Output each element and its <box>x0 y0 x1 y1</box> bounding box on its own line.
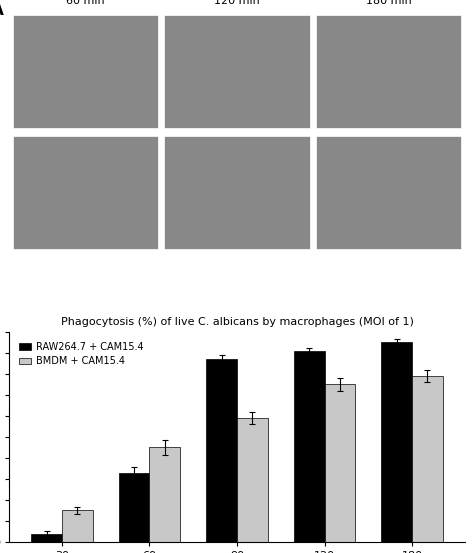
FancyBboxPatch shape <box>12 135 158 249</box>
FancyBboxPatch shape <box>164 135 310 249</box>
Bar <box>31 534 62 542</box>
FancyBboxPatch shape <box>12 15 158 128</box>
Bar <box>325 384 355 542</box>
FancyBboxPatch shape <box>316 135 462 249</box>
Bar <box>294 351 325 542</box>
Bar <box>62 510 92 542</box>
FancyBboxPatch shape <box>164 15 310 128</box>
Text: RAW264.7: RAW264.7 <box>0 168 2 217</box>
Bar <box>237 418 268 542</box>
Bar <box>382 342 412 542</box>
Bar <box>119 473 149 542</box>
Legend: RAW264.7 + CAM15.4, BMDM + CAM15.4: RAW264.7 + CAM15.4, BMDM + CAM15.4 <box>14 337 148 371</box>
Text: 120 min: 120 min <box>214 0 260 6</box>
Text: 180 min: 180 min <box>366 0 411 6</box>
Text: 60 min: 60 min <box>66 0 105 6</box>
Bar <box>149 447 180 542</box>
Bar <box>206 359 237 542</box>
Text: A: A <box>0 2 4 19</box>
Bar <box>412 376 443 542</box>
Text: BMDM: BMDM <box>0 56 2 87</box>
FancyBboxPatch shape <box>316 15 462 128</box>
Title: Phagocytosis (%) of live C. albicans by macrophages (MOI of 1): Phagocytosis (%) of live C. albicans by … <box>61 317 413 327</box>
